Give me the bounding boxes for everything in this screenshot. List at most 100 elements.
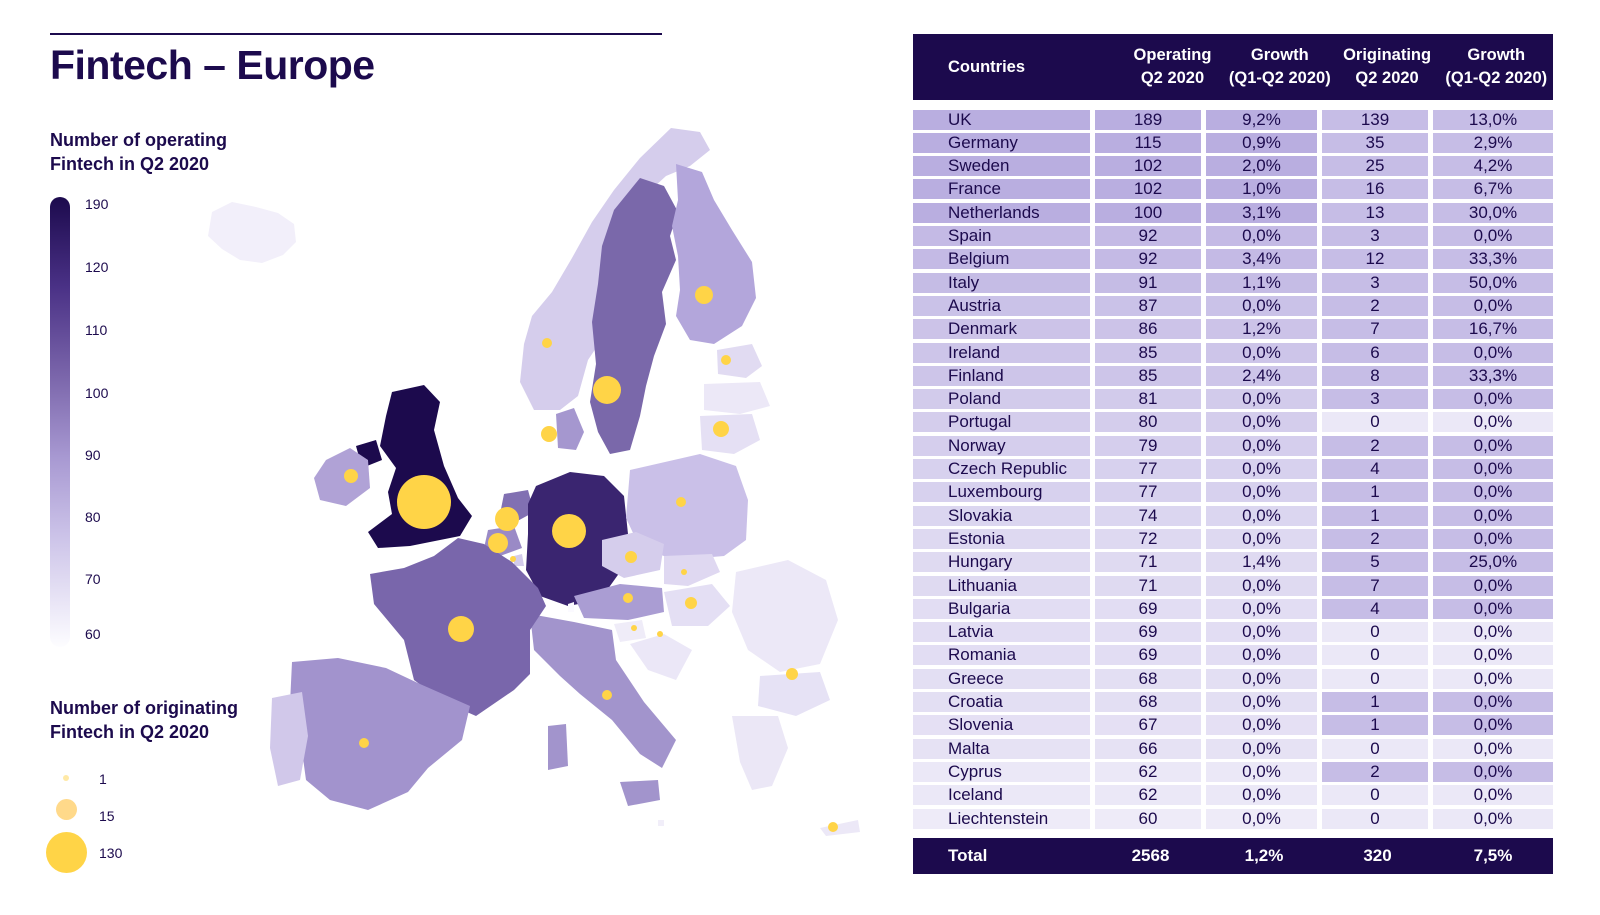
operating-legend-line2: Fintech in Q2 2020 [50, 154, 210, 174]
originating-cell: 3 [1322, 226, 1428, 247]
italy-region [530, 614, 676, 768]
country-cell: Italy [913, 272, 1090, 293]
table-row: Norway 79 0,0% 2 0,0% [913, 434, 1553, 457]
operating-cell: 77 [1095, 459, 1201, 480]
originating-cell: 1 [1322, 692, 1428, 713]
growth-originating-cell: 33,3% [1433, 249, 1553, 270]
operating-cell: 68 [1095, 692, 1201, 713]
slovenia-region [614, 620, 646, 642]
growth-originating-cell: 16,7% [1433, 319, 1553, 340]
operating-cell: 77 [1095, 482, 1201, 503]
operating-cell: 92 [1095, 226, 1201, 247]
growth-operating-cell: 0,0% [1206, 342, 1317, 363]
operating-cell: 69 [1095, 598, 1201, 619]
originating-cell: 0 [1322, 622, 1428, 643]
total-label: Total [948, 846, 988, 866]
operating-cell: 85 [1095, 365, 1201, 386]
operating-legend-line1: Number of operating [50, 130, 228, 150]
uk-bubble [397, 475, 451, 529]
growth-operating-cell: 9,2% [1206, 109, 1317, 130]
bubble-legend-medium [56, 799, 77, 820]
table-row: Slovenia 67 0,0% 1 0,0% [913, 714, 1553, 737]
liechtenstein-region [568, 602, 574, 612]
operating-cell: 92 [1095, 249, 1201, 270]
iceland-region [208, 202, 296, 263]
originating-legend-line2: Fintech in Q2 2020 [50, 722, 210, 742]
estonia-region [717, 344, 762, 378]
table-body: UK 189 9,2% 139 13,0% Germany 115 0,9% 35 2,9% Swe… [913, 108, 1553, 830]
growth-originating-cell: 33,3% [1433, 365, 1553, 386]
country-cell: Slovakia [913, 505, 1090, 526]
growth-originating-cell: 0,0% [1433, 622, 1553, 643]
table-row: Malta 66 0,0% 0 0,0% [913, 737, 1553, 760]
country-cell: Liechtenstein [913, 808, 1090, 829]
originating-cell: 12 [1322, 249, 1428, 270]
ireland-bubble [344, 469, 358, 483]
table-row: Germany 115 0,9% 35 2,9% [913, 131, 1553, 154]
header-countries: Countries [948, 57, 1026, 76]
table-row: Lithuania 71 0,0% 7 0,0% [913, 574, 1553, 597]
table-row: Cyprus 62 0,0% 2 0,0% [913, 760, 1553, 783]
originating-cell: 35 [1322, 132, 1428, 153]
table-row: Portugal 80 0,0% 0 0,0% [913, 411, 1553, 434]
table-row: Poland 81 0,0% 3 0,0% [913, 388, 1553, 411]
operating-cell: 79 [1095, 435, 1201, 456]
growth-operating-cell: 0,0% [1206, 389, 1317, 410]
header-operating-line1: Operating [1133, 46, 1212, 64]
fintech-table: Countries Operating Q2 2020 Growth (Q1-Q… [913, 34, 1553, 875]
growth-originating-cell: 0,0% [1433, 226, 1553, 247]
scale-tick: 70 [85, 571, 101, 587]
table-row: Denmark 86 1,2% 7 16,7% [913, 318, 1553, 341]
growth-originating-cell: 0,0% [1433, 412, 1553, 433]
growth-operating-cell: 0,0% [1206, 645, 1317, 666]
table-row: Sweden 102 2,0% 25 4,2% [913, 155, 1553, 178]
ireland-region [314, 448, 370, 506]
table-row: France 102 1,0% 16 6,7% [913, 178, 1553, 201]
operating-cell: 115 [1095, 132, 1201, 153]
growth-originating-cell: 0,0% [1433, 761, 1553, 782]
table-row: Estonia 72 0,0% 2 0,0% [913, 527, 1553, 550]
originating-cell: 0 [1322, 785, 1428, 806]
operating-cell: 71 [1095, 575, 1201, 596]
hungary-bubble [685, 597, 697, 609]
growth-originating-cell: 0,0% [1433, 435, 1553, 456]
spain-region [290, 658, 470, 810]
operating-cell: 60 [1095, 808, 1201, 829]
growth-originating-cell: 0,0% [1433, 342, 1553, 363]
growth-operating-cell: 1,2% [1206, 319, 1317, 340]
growth-operating-cell: 0,0% [1206, 808, 1317, 829]
estonia-bubble [721, 355, 731, 365]
table-total-row: Total 2568 1,2% 320 7,5% [913, 838, 1553, 875]
originating-cell: 2 [1322, 528, 1428, 549]
poland-bubble [676, 497, 686, 507]
growth-originating-cell: 0,0% [1433, 808, 1553, 829]
growth-operating-cell: 0,0% [1206, 412, 1317, 433]
scale-tick: 60 [85, 626, 101, 642]
growth-originating-cell: 25,0% [1433, 552, 1553, 573]
originating-cell: 1 [1322, 715, 1428, 736]
table-row: Italy 91 1,1% 3 50,0% [913, 271, 1553, 294]
growth-originating-cell: 0,0% [1433, 575, 1553, 596]
denmark-bubble [541, 426, 557, 442]
growth-operating-cell: 0,0% [1206, 226, 1317, 247]
growth-originating-cell: 2,9% [1433, 132, 1553, 153]
sicily-region [620, 780, 660, 806]
table-row: Austria 87 0,0% 2 0,0% [913, 294, 1553, 317]
latvia-region [704, 382, 770, 414]
header-operating: Operating Q2 2020 [1120, 44, 1225, 90]
luxembourg-region [514, 554, 524, 566]
growth-originating-cell: 0,0% [1433, 785, 1553, 806]
originating-cell: 1 [1322, 482, 1428, 503]
table-row: Luxembourg 77 0,0% 1 0,0% [913, 481, 1553, 504]
title-rule [50, 33, 662, 35]
operating-cell: 68 [1095, 668, 1201, 689]
country-cell: UK [913, 109, 1090, 130]
malta-region [658, 820, 664, 826]
country-cell: Finland [913, 365, 1090, 386]
country-cell: Estonia [913, 528, 1090, 549]
originating-legend-line1: Number of originating [50, 698, 238, 718]
operating-cell: 71 [1095, 552, 1201, 573]
color-scale-bar [50, 197, 70, 647]
operating-cell: 72 [1095, 528, 1201, 549]
originating-bubbles [344, 286, 838, 832]
